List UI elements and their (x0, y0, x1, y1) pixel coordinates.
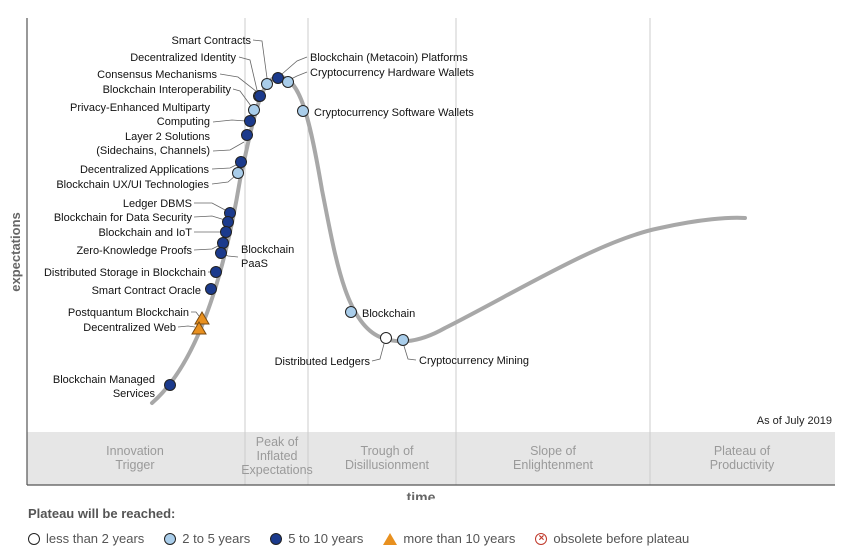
technology-marker-circle (397, 334, 409, 346)
phase-band (27, 432, 835, 485)
technology-marker-circle (380, 332, 392, 344)
white-circle-icon (28, 532, 40, 545)
technology-marker-circle (235, 156, 247, 168)
leader-line (290, 71, 308, 80)
leader-line (238, 56, 258, 91)
technology-marker-triangle (194, 311, 210, 325)
leader-line (211, 175, 236, 185)
technology-marker-circle (164, 379, 176, 391)
leader-line (212, 141, 245, 152)
leader-line (194, 202, 228, 212)
phase-label: Slope of Enlightenment (513, 444, 593, 472)
legend-item-obsolete: × obsolete before plateau (535, 531, 689, 546)
light-blue-circle-icon (164, 532, 177, 545)
leader-line (211, 163, 239, 170)
technology-label: Distributed Ledgers (275, 356, 371, 368)
technology-label: Postquantum Blockchain (68, 307, 189, 319)
technology-marker-triangle (191, 321, 207, 335)
technology-marker-circle (244, 115, 256, 127)
leader-line (232, 88, 252, 107)
technology-marker-circle (222, 216, 234, 228)
as-of-label: As of July 2019 (757, 415, 832, 427)
y-axis-label: expectations (8, 212, 23, 291)
phase-label: Peak of Inflated Expectations (241, 435, 313, 477)
technology-label: Cryptocurrency Software Wallets (314, 107, 474, 119)
technology-marker-circle (215, 247, 227, 259)
technology-marker-circle (220, 226, 232, 238)
legend-item-more-than-10-years: more than 10 years (383, 531, 515, 546)
hype-curve (150, 75, 747, 405)
legend-label: 2 to 5 years (182, 531, 251, 546)
technology-marker-circle (345, 306, 357, 318)
technology-label: Blockchain and IoT (98, 227, 192, 239)
technology-label: Decentralized Applications (80, 164, 210, 176)
technology-label: Privacy-Enhanced Multiparty Computing (70, 102, 211, 128)
technology-marks: Smart Contracts Decentralized Identity Con… (44, 35, 529, 400)
technology-label: Blockchain PaaS (241, 244, 294, 270)
technology-marker-circle (241, 129, 253, 141)
technology-label: Blockchain Interoperability (103, 84, 232, 96)
leader-line (403, 345, 417, 361)
technology-marker-circle (210, 266, 222, 278)
technology-label: Blockchain (362, 308, 415, 320)
phase-label: Plateau of Productivity (710, 444, 775, 472)
hype-cycle-chart: expectations time As of July 2019 Innova… (8, 18, 835, 500)
leader-line (219, 73, 258, 93)
legend-label: less than 2 years (46, 531, 145, 546)
technology-label: Cryptocurrency Hardware Wallets (310, 67, 475, 79)
technology-label: Blockchain (Metacoin) Platforms (310, 52, 468, 64)
technology-marker-circle (248, 104, 260, 116)
legend-item-5-to-10-years: 5 to 10 years (270, 531, 363, 546)
technology-label: Decentralized Web (83, 322, 176, 334)
technology-label: Blockchain UX/UI Technologies (56, 179, 209, 191)
legend-item-less-than-2-years: less than 2 years (28, 531, 144, 546)
technology-marker-circle (205, 283, 217, 295)
technology-label: Layer 2 Solutions (Sidechains, Channels) (96, 131, 210, 157)
orange-triangle-icon (383, 532, 398, 545)
leader-line (193, 244, 221, 251)
leader-line (177, 325, 196, 328)
dark-blue-circle-icon (270, 532, 283, 545)
technology-label: Consensus Mechanisms (97, 69, 217, 81)
technology-marker-circle (297, 105, 309, 117)
technology-label: Cryptocurrency Mining (419, 355, 529, 367)
legend: Plateau will be reached: less than 2 yea… (28, 506, 689, 546)
technology-marker-circle (232, 167, 244, 179)
technology-label: Zero-Knowledge Proofs (76, 245, 192, 257)
leader-line (191, 311, 200, 317)
technology-label: Smart Contracts (172, 35, 252, 47)
phase-labels: Innovation Trigger Peak of Inflated Expectat… (106, 435, 775, 477)
technology-marker-circle (272, 72, 284, 84)
leader-line (193, 215, 226, 221)
technology-marker-circle (282, 76, 294, 88)
technology-label: Blockchain Managed Services (53, 374, 156, 400)
technology-label: Distributed Storage in Blockchain (44, 267, 206, 279)
technology-label: Smart Contract Oracle (92, 285, 201, 297)
technology-label: Decentralized Identity (130, 52, 236, 64)
technology-marker-circle (254, 90, 266, 102)
technology-marker-circle (261, 78, 273, 90)
leader-line (212, 119, 247, 123)
legend-item-2-to-5-years: 2 to 5 years (164, 531, 250, 546)
legend-label: 5 to 10 years (288, 531, 364, 546)
red-crossed-circle-icon: × (535, 532, 548, 545)
technology-label: Blockchain for Data Security (54, 212, 193, 224)
legend-label: more than 10 years (403, 531, 516, 546)
legend-label: obsolete before plateau (553, 531, 690, 546)
phase-label: Trough of Disillusionment (345, 444, 430, 472)
x-axis-label: time (407, 489, 436, 500)
leader-line (371, 343, 385, 362)
legend-title: Plateau will be reached: (28, 506, 176, 521)
leader-line (252, 39, 268, 79)
phase-label: Innovation Trigger (106, 444, 164, 472)
technology-marker-circle (217, 237, 229, 249)
leader-line (281, 56, 308, 75)
technology-label: Ledger DBMS (123, 198, 192, 210)
